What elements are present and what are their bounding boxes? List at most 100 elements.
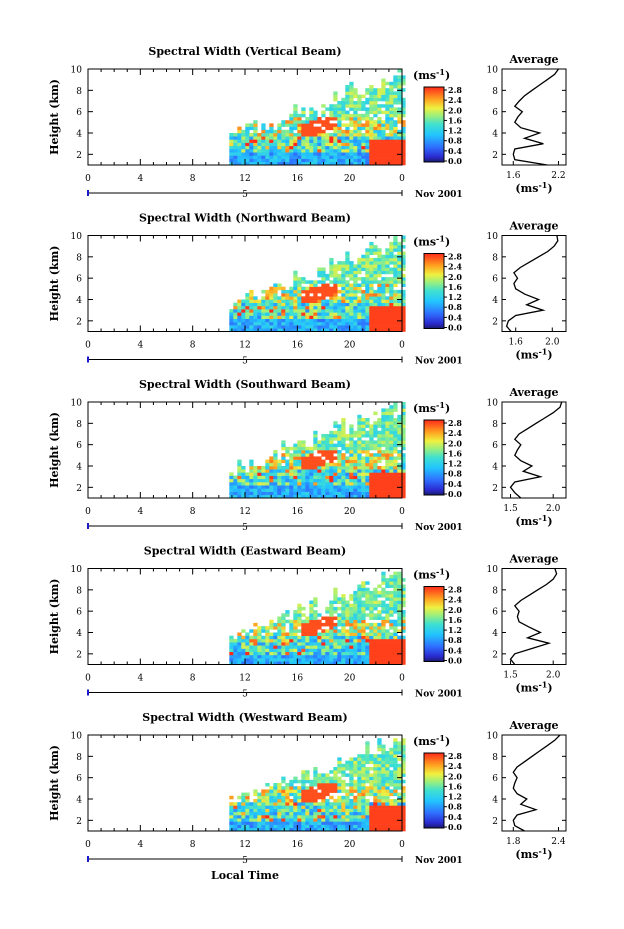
heatmap-cell xyxy=(377,747,382,752)
heatmap-cell xyxy=(349,315,354,319)
heatmap-cell xyxy=(301,821,306,825)
heatmap-cell xyxy=(353,760,358,765)
heatmap-cell xyxy=(341,437,346,441)
heatmap-cell xyxy=(305,658,310,662)
heatmap-cell xyxy=(269,145,274,150)
heatmap-cell xyxy=(345,161,350,166)
heatmap-cell xyxy=(237,462,242,467)
heatmap-cell xyxy=(397,321,402,326)
heatmap-cell xyxy=(317,161,322,166)
heatmap-cell xyxy=(281,776,286,781)
heatmap-cell xyxy=(257,799,262,803)
heatmap-cell xyxy=(273,453,278,457)
heatmap-cell xyxy=(393,75,398,79)
heatmap-cell xyxy=(373,446,378,451)
heatmap-cell xyxy=(357,126,362,131)
heatmap-cell xyxy=(381,309,386,313)
heatmap-cell xyxy=(381,482,386,486)
heatmap-cell xyxy=(333,149,338,153)
heatmap-cell xyxy=(345,126,350,131)
heatmap-cell xyxy=(361,488,366,492)
heatmap-cell xyxy=(301,129,306,134)
profile-y-tick-label: 10 xyxy=(487,565,499,575)
heatmap-cell xyxy=(293,299,298,303)
heatmap-cell xyxy=(229,325,234,329)
colorbar-tick-label: 2.0 xyxy=(448,771,462,781)
heatmap-cell xyxy=(321,453,326,457)
heatmap-cell xyxy=(377,779,382,784)
heatmap-cell xyxy=(389,773,394,777)
heatmap-cell xyxy=(361,328,366,332)
heatmap-cell xyxy=(365,254,370,259)
heatmap-cell xyxy=(357,802,362,806)
heatmap-cell xyxy=(337,443,342,448)
heatmap-cell xyxy=(249,315,254,319)
heatmap-cell xyxy=(285,635,290,640)
day-label: 5 xyxy=(242,190,248,200)
heatmap-cell xyxy=(241,312,246,316)
heatmap-cell xyxy=(261,328,266,332)
heatmap-cell xyxy=(317,795,322,800)
heatmap-cell xyxy=(317,488,322,492)
heatmap-cell xyxy=(345,789,350,793)
heatmap-cell xyxy=(369,126,374,131)
heatmap-cell xyxy=(349,792,354,797)
heatmap-cell xyxy=(305,622,310,627)
heatmap-cell xyxy=(377,120,382,124)
heatmap-cell xyxy=(361,289,366,294)
heatmap-cell xyxy=(289,786,294,790)
heatmap-cell xyxy=(253,642,258,646)
heatmap-cell xyxy=(321,805,326,809)
heatmap-cell xyxy=(389,632,394,636)
heatmap-cell xyxy=(365,145,370,150)
heatmap-cell xyxy=(365,248,370,252)
heatmap-cell xyxy=(345,619,350,624)
heatmap-cell xyxy=(357,821,362,825)
heatmap-cell xyxy=(385,94,390,99)
heatmap-cell xyxy=(333,648,338,652)
heatmap-cell xyxy=(393,475,398,480)
heatmap-cell xyxy=(305,824,310,829)
heatmap-cell xyxy=(313,289,318,294)
colorbar-unit-close: ) xyxy=(445,569,450,582)
heatmap-cell xyxy=(253,661,258,665)
heatmap-cell xyxy=(357,289,362,294)
heatmap-cell xyxy=(397,136,402,140)
heatmap-cell xyxy=(329,651,334,656)
heatmap-cell xyxy=(265,789,270,793)
heatmap-cell xyxy=(325,123,330,127)
date-label: Nov 2001 xyxy=(415,856,463,866)
heatmap-cell xyxy=(381,651,386,656)
heatmap-cell xyxy=(293,616,298,620)
heatmap-cell xyxy=(369,613,374,617)
heatmap-cell xyxy=(293,635,298,640)
profile-y-tick-label: 4 xyxy=(492,629,498,639)
heatmap-cell xyxy=(289,654,294,659)
heatmap-cell xyxy=(401,245,406,249)
heatmap-cell xyxy=(393,661,398,665)
heatmap-cell xyxy=(261,815,266,819)
heatmap-cell xyxy=(329,107,334,111)
heatmap-cell xyxy=(349,440,354,444)
colorbar-tick-label: 0.0 xyxy=(448,822,462,832)
heatmap-cell xyxy=(337,325,342,329)
heatmap-cell xyxy=(401,155,406,159)
heatmap-cell xyxy=(325,446,330,451)
heatmap-cell xyxy=(377,254,382,259)
heatmap-cell xyxy=(397,251,402,255)
heatmap-cell xyxy=(393,161,398,166)
heatmap-cell xyxy=(273,305,278,310)
heatmap-cell xyxy=(289,482,294,486)
heatmap-cell xyxy=(357,757,362,761)
heatmap-cell xyxy=(389,594,394,598)
heatmap-cell xyxy=(385,120,390,124)
heatmap-cell xyxy=(305,811,310,816)
heatmap-cell xyxy=(385,635,390,640)
heatmap-cell xyxy=(381,136,386,140)
heatmap-cell xyxy=(253,632,258,636)
heatmap-cell xyxy=(381,661,386,665)
heatmap-cell xyxy=(273,328,278,332)
heatmap-cell xyxy=(285,821,290,825)
heatmap-cell xyxy=(257,821,262,825)
heatmap-cell xyxy=(393,94,398,99)
